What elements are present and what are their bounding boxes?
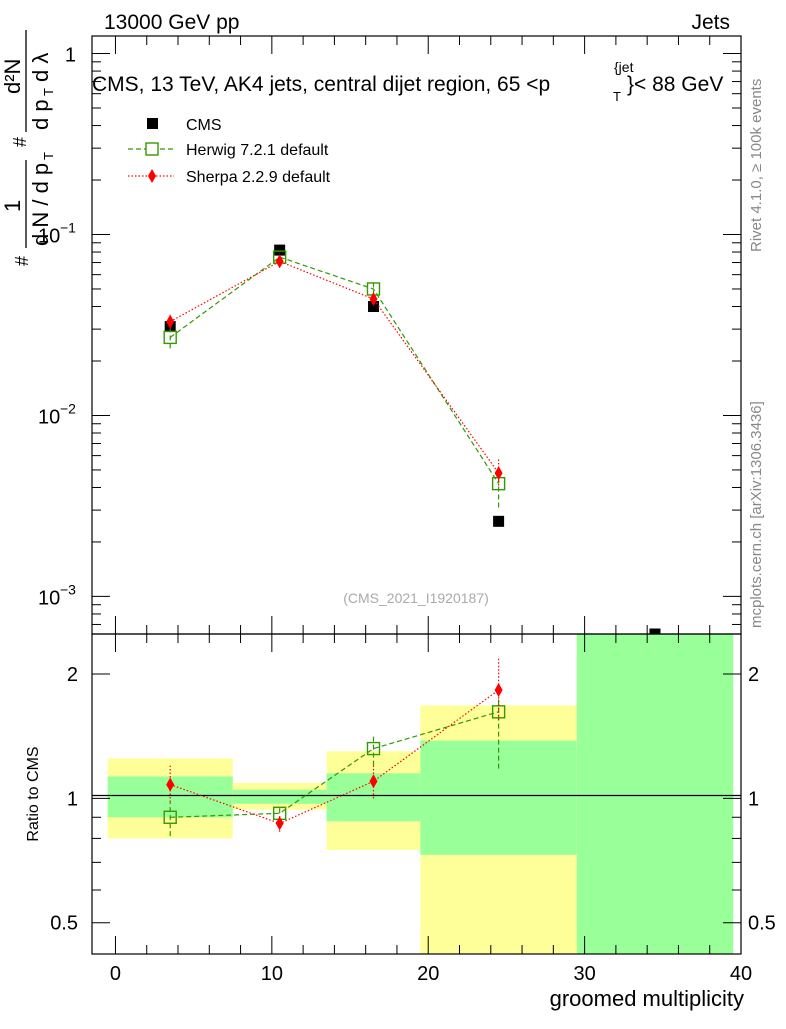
ratio-point-sherpa — [166, 777, 175, 792]
ratio-x-tick-label: 30 — [573, 963, 595, 985]
ratio-point-sherpa — [369, 774, 378, 789]
main-y-tick-label: 1 — [65, 45, 76, 67]
header-left: 13000 GeV pp — [104, 11, 239, 34]
ratio-x-tick-label: 40 — [730, 963, 752, 985]
main-point-sherpa — [369, 292, 378, 307]
main-y-label: # 1 d N / d p T # d²N d p T d λ — [0, 30, 56, 266]
main-line-sherpa — [169, 260, 500, 474]
ratio-x-tick-label: 0 — [110, 963, 121, 985]
main-point-cms — [367, 301, 379, 313]
legend-label-cms: CMS — [186, 117, 222, 134]
main-y-label-dn-dpt: d N / d p — [28, 163, 53, 246]
x-axis-label: groomed multiplicity — [550, 986, 744, 1011]
main-y-label-hash-2: # — [10, 137, 30, 147]
main-point-herwig — [163, 330, 177, 345]
ratio-y-tick-label-right: 0.5 — [748, 913, 776, 935]
main-y-label-dpt-dlambda: d p — [28, 99, 53, 130]
ratio-y-label: Ratio to CMS — [25, 746, 42, 841]
ratio-axes: 0 10 20 30 40 0.5 0.5 1 1 2 2 — [50, 634, 776, 985]
analysis-watermark: (CMS_2021_I1920187) — [343, 590, 489, 606]
chart-title-superscript: {jet — [614, 59, 634, 75]
mcplots-label: mcplots.cern.ch [arXiv:1306.3436] — [748, 401, 765, 628]
main-y-tick-label: 10 — [38, 226, 60, 248]
ratio-series-group — [163, 658, 506, 837]
main-y-tick-exponent: −1 — [60, 220, 76, 236]
main-point-sherpa — [275, 254, 284, 269]
legend-label-sherpa: Sherpa 2.2.9 default — [186, 169, 331, 186]
ratio-point-sherpa — [275, 816, 284, 831]
main-point-cms — [274, 244, 286, 256]
main-y-label-d2n: d²N — [0, 59, 25, 94]
main-y-label-dlambda: d λ — [28, 53, 53, 82]
main-y-label-t-sub: T — [41, 152, 56, 160]
chart-title-subscript: T — [613, 89, 621, 104]
main-y-tick-exponent: −2 — [60, 400, 76, 416]
main-axes: 10 −310 −210 −11 — [38, 36, 742, 634]
main-point-cms — [493, 515, 505, 527]
ratio-x-tick-label: 20 — [417, 963, 439, 985]
ratio-y-tick-label: 0.5 — [50, 913, 78, 935]
ratio-uncertainty-bands — [107, 634, 734, 954]
chart-title: CMS, 13 TeV, AK4 jets, central dijet reg… — [92, 73, 550, 96]
legend: CMS Herwig 7.2.1 default Sherpa 2.2.9 de… — [128, 117, 331, 186]
main-series-group — [163, 244, 661, 634]
ratio-y-tick-label: 1 — [67, 788, 78, 810]
main-y-label-t-sub-2: T — [41, 88, 56, 96]
main-point-sherpa — [494, 466, 503, 481]
ratio-point-sherpa — [494, 682, 503, 697]
legend-marker-herwig — [145, 142, 159, 156]
ratio-x-tick-label: 10 — [261, 963, 283, 985]
ratio-point-herwig — [366, 741, 381, 756]
ratio-point-herwig — [491, 705, 506, 719]
ratio-y-tick-label-right: 2 — [748, 664, 759, 686]
main-y-label-one: 1 — [0, 200, 25, 212]
main-frame — [91, 35, 742, 635]
legend-marker-cms — [147, 118, 158, 129]
main-point-sherpa — [166, 314, 175, 329]
rivet-version-label: Rivet 4.1.0, ≥ 100k events — [748, 79, 765, 252]
legend-label-herwig: Herwig 7.2.1 default — [186, 142, 329, 159]
legend-marker-sherpa — [148, 169, 156, 183]
main-y-tick-exponent: −3 — [60, 581, 76, 597]
ratio-point-herwig — [163, 810, 177, 824]
main-line-herwig — [169, 256, 500, 484]
main-y-tick-label: 10 — [38, 587, 60, 609]
main-y-tick-label: 10 — [38, 406, 60, 428]
ratio-band-green — [576, 634, 734, 954]
chart-title-tail: }< 88 GeV — [627, 73, 723, 96]
ratio-y-tick-label-right: 1 — [748, 788, 759, 810]
ratio-y-tick-label: 2 — [67, 664, 78, 686]
header-right: Jets — [691, 11, 730, 34]
ratio-band-green — [232, 789, 327, 804]
ratio-line-herwig — [170, 711, 499, 818]
main-point-cms — [649, 628, 661, 634]
main-y-label-hash-1: # — [12, 256, 32, 266]
